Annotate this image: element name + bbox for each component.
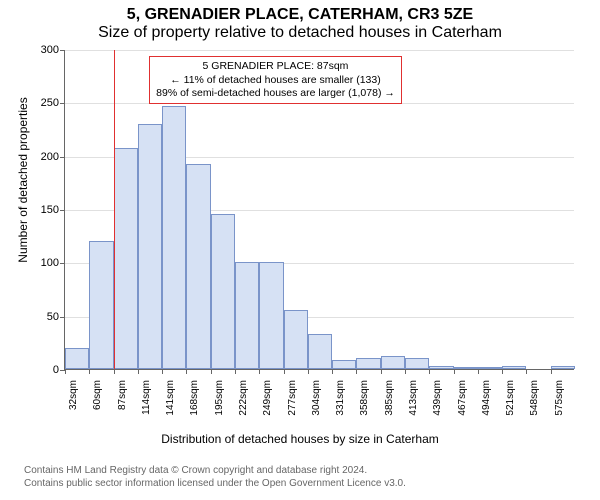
xtick-label: 385sqm (384, 380, 395, 440)
xtick-mark (551, 369, 552, 374)
ytick-label: 50 (19, 311, 59, 323)
xtick-label: 467sqm (457, 380, 468, 440)
histogram-bar (502, 366, 526, 369)
xtick-mark (356, 369, 357, 374)
xtick-mark (429, 369, 430, 374)
xtick-mark (454, 369, 455, 374)
xtick-label: 87sqm (117, 380, 128, 440)
xtick-label: 439sqm (432, 380, 443, 440)
histogram-bar (478, 367, 502, 369)
xtick-mark (526, 369, 527, 374)
xtick-mark (478, 369, 479, 374)
chart-title-1: 5, GRENADIER PLACE, CATERHAM, CR3 5ZE (0, 6, 600, 24)
xtick-label: 494sqm (481, 380, 492, 440)
xtick-mark (381, 369, 382, 374)
chart-title-2: Size of property relative to detached ho… (0, 24, 600, 42)
histogram-bar (454, 367, 478, 369)
xtick-mark (284, 369, 285, 374)
xtick-label: 195sqm (214, 380, 225, 440)
xtick-mark (162, 369, 163, 374)
ytick-mark (60, 263, 65, 264)
ytick-mark (60, 317, 65, 318)
xtick-mark (235, 369, 236, 374)
xtick-label: 548sqm (529, 380, 540, 440)
xtick-mark (259, 369, 260, 374)
histogram-bar (405, 358, 429, 369)
footer-line-1: Contains HM Land Registry data © Crown c… (24, 464, 406, 477)
xtick-label: 277sqm (287, 380, 298, 440)
histogram-bar (235, 262, 259, 369)
footer-line-2: Contains public sector information licen… (24, 477, 406, 490)
xtick-mark (65, 369, 66, 374)
xtick-mark (332, 369, 333, 374)
xtick-mark (138, 369, 139, 374)
histogram-bar (356, 358, 380, 369)
ytick-mark (60, 157, 65, 158)
xtick-label: 249sqm (262, 380, 273, 440)
xtick-label: 114sqm (141, 380, 152, 440)
ytick-label: 200 (19, 151, 59, 163)
xtick-mark (186, 369, 187, 374)
xtick-label: 222sqm (238, 380, 249, 440)
histogram-bar (114, 148, 138, 369)
ytick-mark (60, 210, 65, 211)
histogram-bar (162, 106, 186, 369)
plot-area: 05010015020025030032sqm60sqm87sqm114sqm1… (64, 50, 574, 370)
xtick-label: 141sqm (165, 380, 176, 440)
ytick-mark (60, 50, 65, 51)
annotation-box: 5 GRENADIER PLACE: 87sqm← 11% of detache… (149, 56, 402, 103)
xtick-label: 358sqm (359, 380, 370, 440)
xtick-mark (308, 369, 309, 374)
histogram-bar (186, 164, 210, 369)
histogram-bar (381, 356, 405, 369)
ytick-label: 300 (19, 44, 59, 56)
xtick-label: 575sqm (554, 380, 565, 440)
ytick-label: 0 (19, 364, 59, 376)
ytick-label: 150 (19, 204, 59, 216)
xtick-mark (502, 369, 503, 374)
xtick-label: 413sqm (408, 380, 419, 440)
annotation-line: 89% of semi-detached houses are larger (… (156, 87, 395, 100)
histogram-bar (259, 262, 283, 369)
xtick-mark (211, 369, 212, 374)
histogram-bar (211, 214, 235, 369)
y-axis-label: Number of detached properties (16, 50, 30, 310)
ytick-label: 250 (19, 97, 59, 109)
histogram-bar (89, 241, 113, 369)
histogram-bar (284, 310, 308, 369)
annotation-line: 5 GRENADIER PLACE: 87sqm (156, 60, 395, 73)
x-axis-label: Distribution of detached houses by size … (0, 432, 600, 446)
xtick-label: 521sqm (505, 380, 516, 440)
ytick-label: 100 (19, 257, 59, 269)
gridline-h (65, 50, 574, 51)
xtick-label: 331sqm (335, 380, 346, 440)
histogram-bar (138, 124, 162, 369)
xtick-mark (114, 369, 115, 374)
xtick-label: 32sqm (68, 380, 79, 440)
xtick-label: 304sqm (311, 380, 322, 440)
ytick-mark (60, 103, 65, 104)
chart-container: 5, GRENADIER PLACE, CATERHAM, CR3 5ZE Si… (0, 0, 600, 500)
histogram-bar (429, 366, 453, 369)
footer-attribution: Contains HM Land Registry data © Crown c… (24, 464, 406, 490)
annotation-line: ← 11% of detached houses are smaller (13… (156, 74, 395, 87)
histogram-bar (65, 348, 89, 369)
histogram-bar (308, 334, 332, 369)
xtick-mark (405, 369, 406, 374)
xtick-label: 168sqm (189, 380, 200, 440)
xtick-mark (89, 369, 90, 374)
reference-line (114, 50, 115, 369)
xtick-label: 60sqm (92, 380, 103, 440)
histogram-bar (551, 366, 575, 369)
histogram-bar (332, 360, 356, 369)
